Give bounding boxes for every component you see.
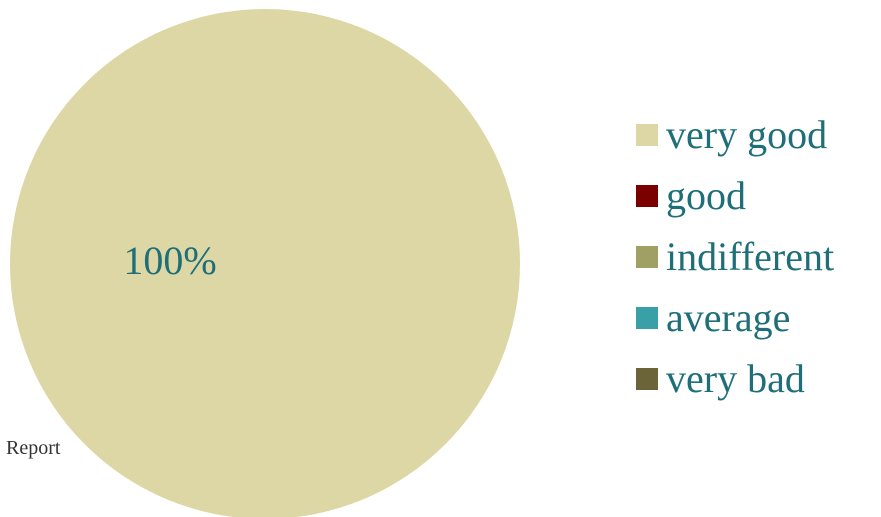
legend-swatch-very-bad (636, 367, 658, 390)
legend-item-very-good: very good (636, 104, 834, 165)
pie-slice-very-good (10, 9, 520, 517)
legend-label-indifferent: indifferent (666, 233, 835, 279)
legend-item-good: good (636, 165, 834, 226)
legend-item-indifferent: indifferent (636, 226, 834, 287)
report-annotation: Report (6, 437, 61, 459)
pie-slices (10, 9, 520, 517)
legend-item-very-bad: very bad (636, 348, 834, 409)
legend: very good good indifferent average very bad (636, 104, 834, 409)
legend-item-average: average (636, 287, 834, 348)
legend-swatch-very-good (636, 123, 658, 146)
legend-swatch-average (636, 306, 658, 329)
legend-label-very-good: very good (666, 111, 828, 157)
legend-swatch-indifferent (636, 245, 658, 268)
legend-label-very-bad: very bad (666, 355, 805, 401)
legend-label-average: average (666, 294, 791, 340)
legend-label-good: good (666, 172, 746, 218)
slice-label-very-good: 100% (123, 238, 216, 283)
legend-swatch-good (636, 184, 658, 207)
